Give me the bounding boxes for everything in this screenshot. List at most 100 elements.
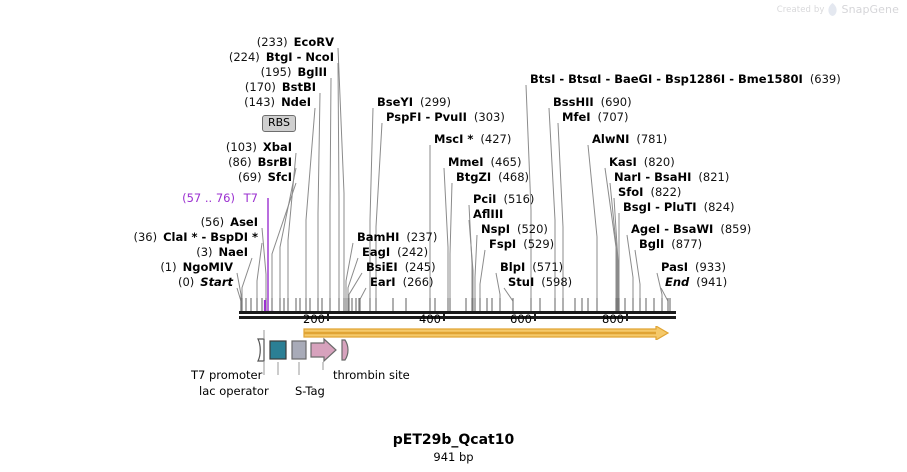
enzyme-name: BglII (297, 65, 328, 79)
enzyme-name: NdeI (281, 95, 311, 109)
enzyme-label[interactable]: End (941) (665, 276, 727, 288)
enzyme-name: NaeI (218, 245, 248, 259)
enzyme-leader-line (337, 47, 345, 312)
s-tag-glyph (291, 340, 307, 360)
enzyme-name: EcoRV (293, 35, 334, 49)
enzyme-label[interactable]: (103) XbaI (226, 141, 292, 153)
enzyme-label[interactable]: (170) BstBI (245, 81, 316, 93)
orf-arrow[interactable] (300, 326, 672, 340)
enzyme-label[interactable]: PasI (933) (661, 261, 726, 273)
watermark-brand: SnapGene (841, 3, 899, 16)
enzyme-label[interactable]: (224) BtgI - NcoI (229, 51, 334, 63)
enzyme-label[interactable]: PciI (516) (473, 193, 534, 205)
enzyme-label[interactable]: BsgI - PluTI (824) (623, 201, 735, 213)
enzyme-label[interactable]: (86) BsrBI (228, 156, 292, 168)
enzyme-position: (56) (200, 215, 225, 229)
enzyme-position: (427) (480, 132, 512, 146)
enzyme-leader-line (557, 122, 564, 312)
enzyme-label[interactable]: MscI * (427) (434, 133, 511, 145)
enzyme-label[interactable]: NarI - BsaHI (821) (614, 171, 729, 183)
enzyme-name: NgoMIV (182, 260, 233, 274)
enzyme-name: BsiEI (366, 260, 398, 274)
enzyme-name: BtgZI (456, 170, 492, 184)
feature-label[interactable]: thrombin site (333, 368, 410, 382)
enzyme-label[interactable]: FspI (529) (489, 238, 554, 250)
enzyme-label[interactable]: (36) ClaI * - BspDI * (133, 231, 258, 243)
thrombin-site-glyph (341, 339, 349, 361)
enzyme-position: (933) (695, 260, 726, 274)
feature-label[interactable]: S-Tag (295, 384, 325, 398)
enzyme-name: BssHII (553, 95, 594, 109)
enzyme-label[interactable]: BtsI - BtsαI - BaeGI - Bsp1286I - Bme158… (530, 73, 841, 85)
enzyme-leader-line (587, 144, 598, 312)
enzyme-name: Start (200, 275, 233, 289)
enzyme-name: BtgI - NcoI (265, 50, 334, 64)
enzyme-label[interactable]: EarI (266) (370, 276, 434, 288)
enzyme-label[interactable]: BtgZI (468) (456, 171, 529, 183)
enzyme-position: (639) (809, 72, 841, 86)
enzyme-name: BsgI - PluTI (623, 200, 697, 214)
enzyme-position: (820) (643, 155, 675, 169)
enzyme-name: FspI (489, 237, 517, 251)
enzyme-label[interactable]: (69) SfcI (238, 171, 292, 183)
enzyme-name: EarI (370, 275, 396, 289)
enzyme-label[interactable]: StuI (598) (508, 276, 572, 288)
enzyme-label[interactable]: (143) NdeI (244, 96, 311, 108)
enzyme-name: NarI - BsaHI (614, 170, 692, 184)
enzyme-label[interactable]: BlpI (571) (500, 261, 563, 273)
enzyme-leader-line (525, 84, 532, 312)
enzyme-label[interactable]: NspI (520) (481, 223, 548, 235)
enzyme-leader-line (305, 107, 316, 312)
dna-backbone-bottom (239, 316, 676, 319)
enzyme-leader-line (443, 167, 449, 312)
enzyme-label[interactable]: AlwNI (781) (592, 133, 667, 145)
enzyme-label[interactable]: (3) NaeI (196, 246, 248, 258)
enzyme-position: (571) (532, 260, 564, 274)
enzyme-name: StuI (508, 275, 535, 289)
feature-label[interactable]: lac operator (199, 384, 269, 398)
enzyme-position: (233) (256, 35, 288, 49)
dna-backbone-top (239, 311, 676, 314)
enzyme-leader-line (609, 182, 618, 312)
enzyme-name: BglI (639, 237, 665, 251)
enzyme-name: PspFI - PvuII (386, 110, 467, 124)
enzyme-label[interactable]: (1) NgoMIV (160, 261, 233, 273)
enzyme-position: (299) (420, 95, 451, 109)
enzyme-leader-line (449, 182, 453, 312)
t7-range: (57 .. 76) (182, 191, 235, 205)
enzyme-label[interactable]: (56) AseI (201, 216, 258, 228)
enzyme-name: BsrBI (257, 155, 292, 169)
enzyme-leader-line (337, 62, 340, 312)
enzyme-label[interactable]: BseYI (299) (377, 96, 451, 108)
enzyme-label[interactable]: (0) Start (178, 276, 233, 288)
enzyme-label[interactable]: (233) EcoRV (257, 36, 334, 48)
enzyme-label[interactable]: BglI (877) (639, 238, 702, 250)
enzyme-label[interactable]: BsiEI (245) (366, 261, 436, 273)
enzyme-label[interactable]: EagI (242) (362, 246, 428, 258)
enzyme-name: AflIII (473, 207, 504, 221)
enzyme-label[interactable]: KasI (820) (609, 156, 675, 168)
enzyme-label[interactable]: AgeI - BsaWI (859) (631, 223, 751, 235)
enzyme-position: (86) (228, 155, 252, 169)
enzyme-label[interactable]: BamHI (237) (357, 231, 437, 243)
enzyme-position: (36) (133, 230, 158, 244)
t7-name: T7 (243, 191, 258, 205)
enzyme-leader-line (279, 167, 297, 312)
enzyme-position: (224) (228, 50, 260, 64)
enzyme-label[interactable]: (195) BglII (261, 66, 327, 78)
enzyme-label[interactable]: MmeI (465) (448, 156, 521, 168)
enzyme-name: MscI * (434, 132, 474, 146)
enzyme-position: (781) (636, 132, 668, 146)
feature-label[interactable]: T7 promoter (191, 368, 263, 382)
rbs-badge[interactable]: RBS (262, 115, 296, 132)
enzyme-label[interactable]: PspFI - PvuII (303) (386, 111, 505, 123)
enzyme-label[interactable]: MfeI (707) (562, 111, 628, 123)
enzyme-position: (822) (650, 185, 682, 199)
enzyme-label[interactable]: BssHII (690) (553, 96, 632, 108)
enzyme-label[interactable]: SfoI (822) (618, 186, 681, 198)
enzyme-position: (859) (720, 222, 752, 236)
enzyme-leader-line (329, 77, 332, 312)
enzyme-name: BseYI (377, 95, 414, 109)
enzyme-label[interactable]: AflIII (473, 208, 503, 220)
